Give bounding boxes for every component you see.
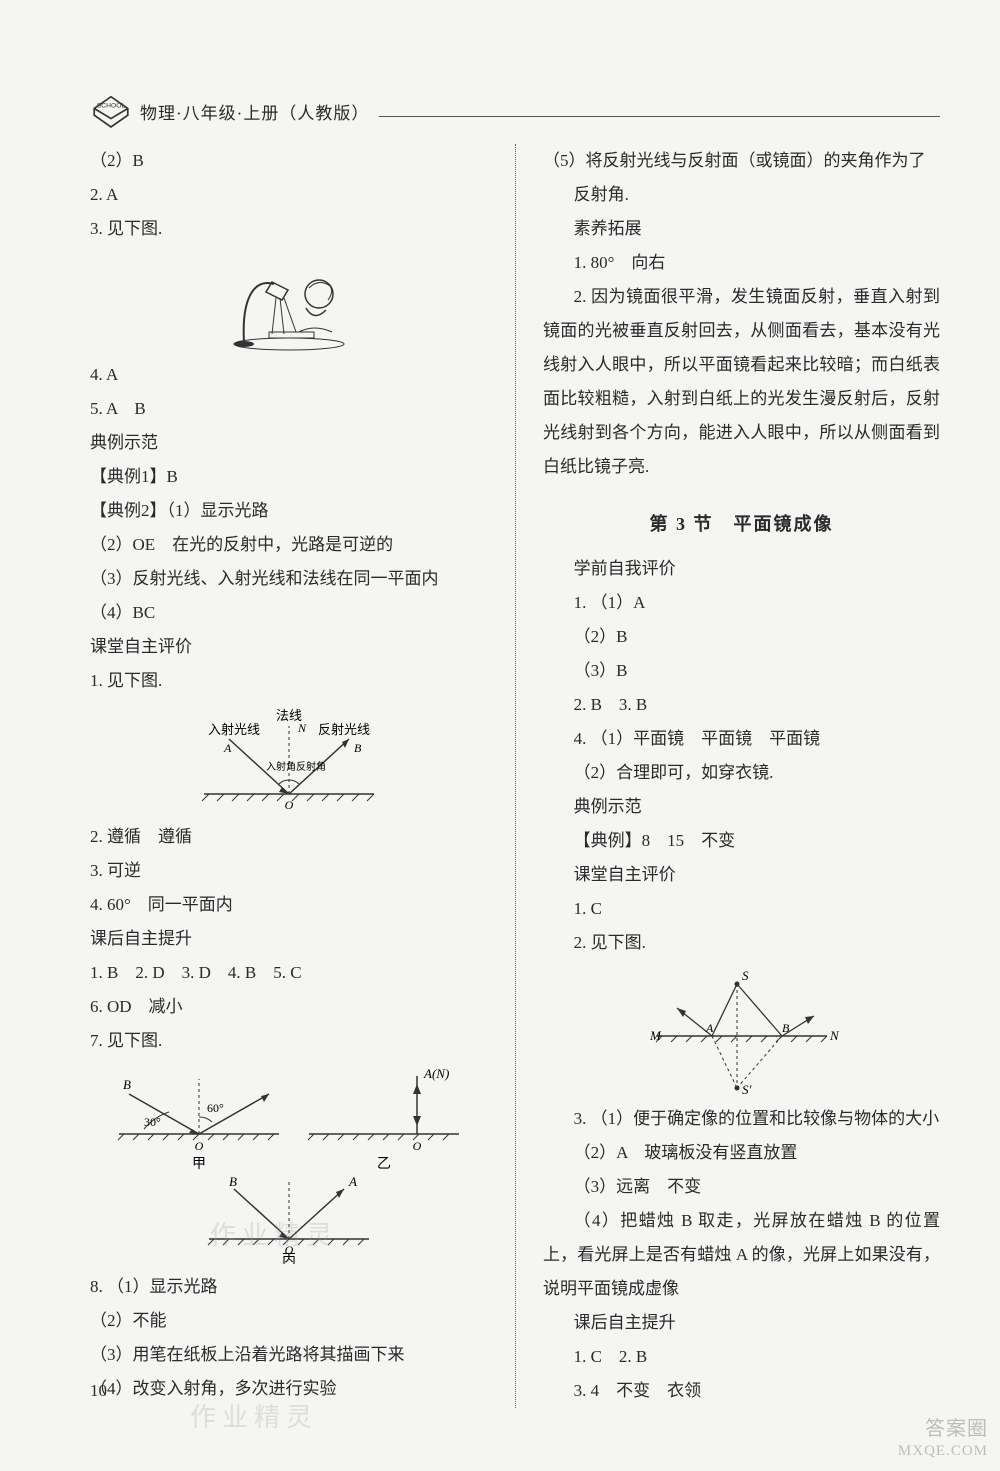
ans-line: （2）B (90, 144, 487, 178)
ans-line: 4. （1）平面镜 平面镜 平面镜 (543, 722, 940, 756)
column-divider (515, 144, 516, 1408)
label-S: S (742, 968, 749, 983)
ans-line: （5）将反射光线与反射面（或镜面）的夹角作为了反射角. (543, 144, 940, 212)
page-number: 10 (90, 1381, 107, 1401)
heading-line: 学前自我评价 (543, 552, 940, 586)
label-B: B (229, 1174, 237, 1189)
label-60: 60° (207, 1101, 224, 1115)
ans-line: 1. （1）A (543, 586, 940, 620)
right-column: （5）将反射光线与反射面（或镜面）的夹角作为了反射角. 素养拓展 1. 80° … (515, 144, 940, 1408)
label-B: B (354, 741, 362, 755)
figure-plane-mirror: S S′ A B M N (543, 966, 940, 1096)
ans-line: （4）BC (90, 596, 487, 630)
left-column: （2）B 2. A 3. 见下图. (90, 144, 515, 1408)
ans-line: 3. 见下图. (90, 212, 487, 246)
watermark-inline: 作业精灵 (210, 1210, 338, 1262)
ans-line: 2. 遵循 遵循 (90, 820, 487, 854)
label-A: A (223, 741, 232, 755)
ans-line: （3）用笔在纸板上沿着光路将其描画下来 (90, 1338, 487, 1372)
heading-line: 课堂自主评价 (90, 630, 487, 664)
figure-lamp (90, 252, 487, 352)
heading-line: 课堂自主评价 (543, 858, 940, 892)
watermark-inline: 作业精灵 (190, 1392, 318, 1444)
label-O: O (194, 1139, 203, 1153)
ans-paragraph: （4）把蜡烛 B 取走，光屏放在蜡烛 B 的位置上，看光屏上是否有蜡烛 A 的像… (543, 1204, 940, 1306)
ans-line: 3. （1）便于确定像的位置和比较像与物体的大小 (543, 1102, 940, 1136)
watermark-brand: 答案圈 (898, 1416, 988, 1442)
ans-line: 2. 见下图. (543, 926, 940, 960)
heading-line: 课后自主提升 (543, 1306, 940, 1340)
header-title: 物理·八年级·上册（人教版） (140, 99, 369, 124)
ans-line: 1. C (543, 892, 940, 926)
label-jia: 甲 (192, 1157, 206, 1172)
ans-line: 2. A (90, 178, 487, 212)
label-30: 30° (144, 1115, 161, 1129)
svg-text:SCHOOL: SCHOOL (97, 103, 126, 110)
ans-line: 1. 80° 向右 (543, 246, 940, 280)
school-logo-icon: SCHOOL (90, 90, 132, 132)
ans-line: 3. 4 不变 衣领 (543, 1374, 940, 1408)
ans-line: 1. C 2. B (543, 1340, 940, 1374)
label-O: O (284, 798, 293, 812)
ans-line: （2）B (543, 620, 940, 654)
ans-line: （2）OE 在光的反射中，光路是可逆的 (90, 528, 487, 562)
figure-reflection-law: 法线 N 入射光线 反射光线 A B 入射角 反射角 O (90, 704, 487, 814)
ans-line: 8. （1）显示光路 (90, 1270, 487, 1304)
ans-line: （3）B (543, 654, 940, 688)
ans-line: （2）A 玻璃板没有竖直放置 (543, 1136, 940, 1170)
heading-line: 素养拓展 (543, 212, 940, 246)
ans-line: （3）远离 不变 (543, 1170, 940, 1204)
watermark-site: MXQE.COM (898, 1442, 988, 1462)
ans-line: 4. 60° 同一平面内 (90, 888, 487, 922)
page-header: SCHOOL 物理·八年级·上册（人教版） (90, 90, 940, 132)
ans-line: 【典例】8 15 不变 (543, 824, 940, 858)
ans-paragraph: 2. 因为镜面很平滑，发生镜面反射，垂直入射到镜面的光被垂直反射回去，从侧面看去… (543, 280, 940, 484)
label-B: B (782, 1021, 790, 1035)
ans-line: 2. B 3. B (543, 688, 940, 722)
header-rule (379, 116, 940, 117)
heading-line: 课后自主提升 (90, 922, 487, 956)
label-M: M (649, 1028, 662, 1043)
label-ang-in: 入射角 (266, 761, 296, 773)
ans-line: 7. 见下图. (90, 1024, 487, 1058)
ans-line: 【典例2】（1）显示光路 (90, 494, 487, 528)
heading-line: 典例示范 (543, 790, 940, 824)
heading-line: 典例示范 (90, 426, 487, 460)
label-AN: A(N) (423, 1066, 449, 1081)
ans-line: 6. OD 减小 (90, 990, 487, 1024)
ans-line: 5. A B (90, 392, 487, 426)
ans-line: 1. B 2. D 3. D 4. B 5. C (90, 956, 487, 990)
label-N: N (297, 721, 307, 735)
label-B: B (123, 1077, 131, 1092)
label-A: A (705, 1021, 714, 1035)
watermark-corner: 答案圈 MXQE.COM (898, 1416, 988, 1462)
label-Sp: S′ (742, 1082, 752, 1096)
ans-line: 【典例1】B (90, 460, 487, 494)
label-O: O (412, 1139, 421, 1153)
ans-line: （2）合理即可，如穿衣镜. (543, 756, 940, 790)
ans-line: （2）不能 (90, 1304, 487, 1338)
ans-line: 1. 见下图. (90, 664, 487, 698)
label-ang-re: 反射角 (296, 761, 326, 773)
ans-line: （3）反射光线、入射光线和法线在同一平面内 (90, 562, 487, 596)
ans-line: 3. 可逆 (90, 854, 487, 888)
label-N: N (829, 1028, 840, 1043)
label-A: A (348, 1174, 357, 1189)
label-incident: 入射光线 (207, 722, 259, 737)
section-title: 第 3 节 平面镜成像 (543, 506, 940, 542)
label-yi: 乙 (377, 1156, 391, 1172)
ans-line: 4. A (90, 358, 487, 392)
label-reflected: 反射光线 (317, 722, 369, 737)
